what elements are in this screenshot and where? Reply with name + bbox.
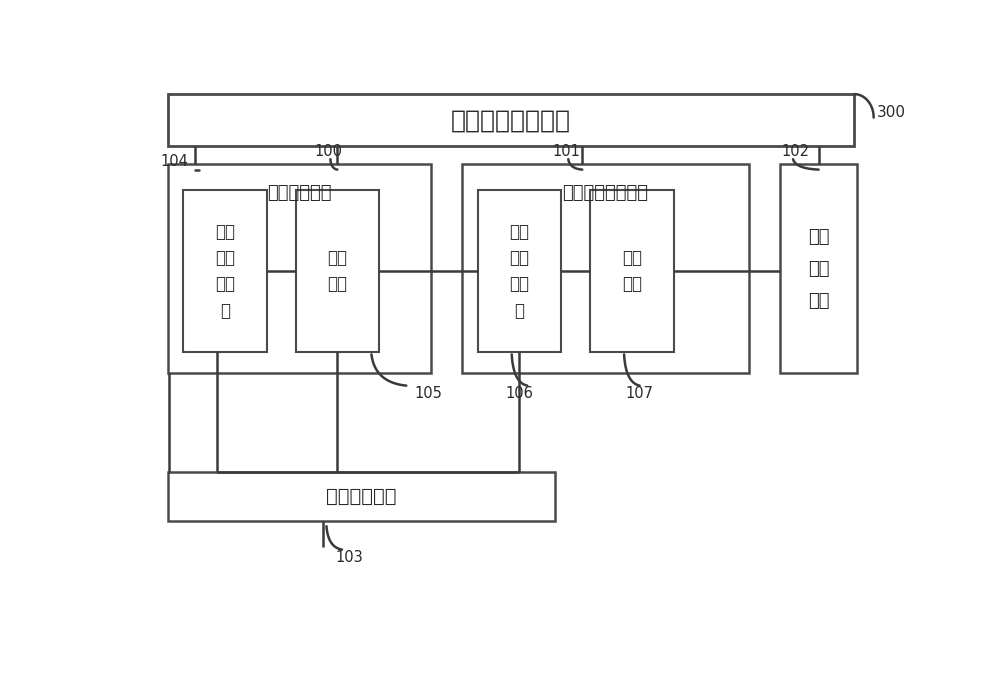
Text: 102: 102	[781, 144, 809, 159]
Bar	[183, 191, 267, 352]
Text: 信号输入模块: 信号输入模块	[267, 184, 332, 202]
Text: 300: 300	[877, 105, 906, 120]
Text: 时序控制电路模块: 时序控制电路模块	[451, 108, 571, 132]
Bar	[168, 164, 431, 372]
Bar	[478, 191, 561, 352]
Text: 第二
运算
放大
器: 第二 运算 放大 器	[509, 222, 529, 320]
Text: 105: 105	[414, 386, 442, 401]
Bar	[590, 191, 674, 352]
Bar	[462, 164, 749, 372]
Text: 104: 104	[161, 154, 189, 169]
Text: 第一
运算
放大
器: 第一 运算 放大 器	[215, 222, 235, 320]
Text: 107: 107	[626, 386, 654, 401]
Text: 100: 100	[315, 144, 343, 159]
Bar	[296, 191, 379, 352]
Text: 101: 101	[553, 144, 581, 159]
Text: 积分采样保持模块: 积分采样保持模块	[562, 184, 648, 202]
Bar	[168, 472, 555, 521]
Text: 采样
电容: 采样 电容	[622, 249, 642, 293]
Bar	[168, 94, 854, 146]
Text: 106: 106	[506, 386, 533, 401]
Text: 增益
放大
模块: 增益 放大 模块	[808, 228, 829, 310]
Text: 负电荷泵模块: 负电荷泵模块	[326, 487, 397, 506]
Bar	[780, 164, 857, 372]
Text: 103: 103	[336, 550, 364, 565]
Text: 积分
电容: 积分 电容	[327, 249, 347, 293]
